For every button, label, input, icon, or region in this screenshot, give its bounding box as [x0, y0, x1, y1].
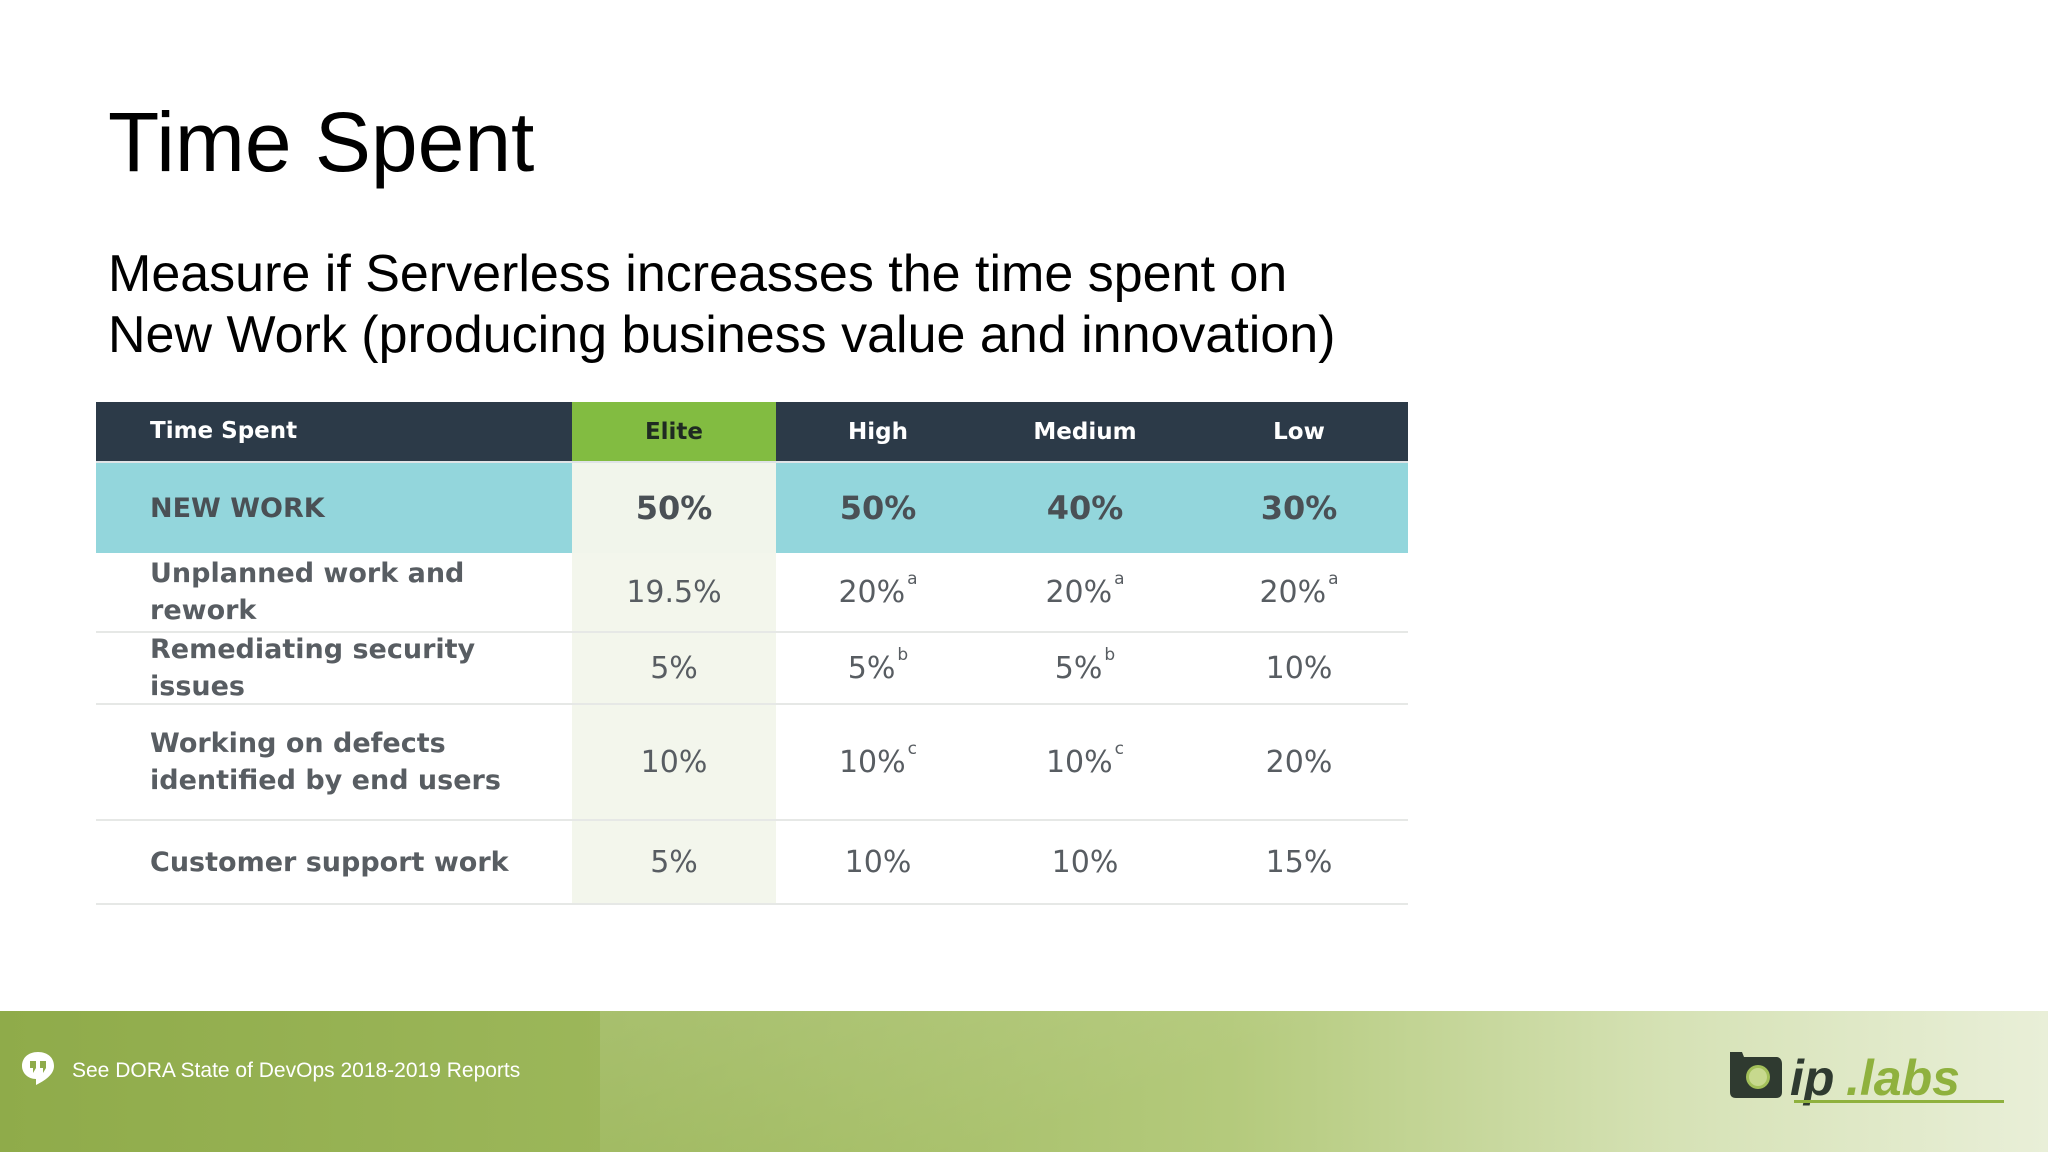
cell-value: 50%: [839, 489, 917, 527]
reference-text: See DORA State of DevOps 2018-2019 Repor…: [72, 1059, 521, 1082]
footnote-marker: b: [897, 644, 909, 665]
cell-value: 10%: [838, 744, 906, 780]
cell-value: 40%: [1046, 489, 1124, 527]
cell-value: 20%: [838, 574, 906, 610]
cell-elite: 10%: [572, 705, 776, 819]
quote-bubble-icon: [22, 1052, 54, 1085]
slide-subtitle: Measure if Serverless increasses the tim…: [108, 244, 1335, 366]
cell-medium: 40%: [980, 463, 1190, 553]
table-row-defects: Working on defects identified by end use…: [96, 705, 1408, 821]
footnote-marker: c: [1114, 738, 1125, 759]
cell-value: 5%: [650, 844, 698, 880]
cell-medium: 20% a: [980, 553, 1190, 631]
row-label: Remediating security issues: [150, 634, 476, 702]
cell-high: 10% c: [776, 705, 980, 819]
cell-elite: 50%: [572, 463, 776, 553]
header-time-spent: Time Spent: [150, 418, 298, 444]
footnote-marker: a: [907, 568, 918, 589]
cell-value: 20%: [1265, 744, 1333, 780]
row-label: Working on defects identified by end use…: [96, 705, 572, 819]
subtitle-line-2: New Work (producing business value and i…: [108, 306, 1336, 364]
cell-low: 30%: [1190, 463, 1408, 553]
logo-text-labs: .labs: [1846, 1050, 1960, 1106]
cell-value: 10%: [1051, 844, 1119, 880]
table-row-unplanned-work: Unplanned work and rework 19.5% 20% a 20%…: [96, 553, 1408, 633]
cell-value: 19.5%: [626, 574, 722, 610]
table-row-security-issues: Remediating security issues 5% 5% b 5% b 1…: [96, 633, 1408, 705]
cell-value: 5%: [650, 650, 698, 686]
cell-low: 20% a: [1190, 553, 1408, 631]
cell-value: 30%: [1260, 489, 1338, 527]
row-label-line-1: Working on defects: [150, 728, 446, 759]
row-label: Unplanned work and rework: [150, 558, 465, 626]
cell-high: 5% b: [776, 633, 980, 703]
footnote-marker: b: [1104, 644, 1116, 665]
table-row-new-work: NEW WORK 50% 50% 40% 30%: [96, 463, 1408, 553]
cell-elite: 19.5%: [572, 553, 776, 631]
cell-value: 5%: [847, 650, 896, 686]
table-row-customer-support: Customer support work 5% 10% 10% 15%: [96, 821, 1408, 905]
footnote-marker: a: [1114, 568, 1125, 589]
cell-value: 10%: [1265, 650, 1333, 686]
row-label: Customer support work: [150, 846, 509, 878]
cell-high: 10%: [776, 821, 980, 903]
time-spent-table: Time Spent Elite High Medium Low NEW WOR…: [96, 402, 1408, 905]
cell-value: 10%: [640, 744, 708, 780]
table-header-row: Time Spent Elite High Medium Low: [96, 402, 1408, 463]
footnote-marker: c: [907, 738, 918, 759]
cell-low: 15%: [1190, 821, 1408, 903]
row-label: NEW WORK: [150, 492, 325, 524]
cell-low: 20%: [1190, 705, 1408, 819]
cell-elite: 5%: [572, 821, 776, 903]
footnote-marker: a: [1328, 568, 1339, 589]
cell-value: 15%: [1265, 844, 1333, 880]
cell-value: 20%: [1045, 574, 1113, 610]
cell-high: 50%: [776, 463, 980, 553]
footer-shade: [600, 1011, 1500, 1152]
cell-high: 20% a: [776, 553, 980, 631]
cell-value: 20%: [1259, 574, 1327, 610]
cell-value: 10%: [844, 844, 912, 880]
logo-text-ip: ip: [1790, 1050, 1834, 1106]
header-low: Low: [1273, 418, 1325, 445]
subtitle-line-1: Measure if Serverless increasses the tim…: [108, 245, 1288, 303]
row-label-line-2: identified by end users: [150, 765, 501, 796]
header-medium: Medium: [1033, 418, 1137, 445]
slide-title: Time Spent: [108, 95, 535, 189]
cell-value: 10%: [1045, 744, 1113, 780]
cell-medium: 5% b: [980, 633, 1190, 703]
cell-medium: 10% c: [980, 705, 1190, 819]
cell-value: 50%: [635, 489, 713, 527]
footer-bar: See DORA State of DevOps 2018-2019 Repor…: [0, 1011, 2048, 1152]
header-high: High: [848, 418, 908, 445]
cell-low: 10%: [1190, 633, 1408, 703]
cell-value: 5%: [1054, 650, 1103, 686]
cell-medium: 10%: [980, 821, 1190, 903]
ip-labs-logo: ip .labs: [1730, 1050, 2004, 1106]
header-elite: Elite: [572, 402, 776, 461]
cell-elite: 5%: [572, 633, 776, 703]
